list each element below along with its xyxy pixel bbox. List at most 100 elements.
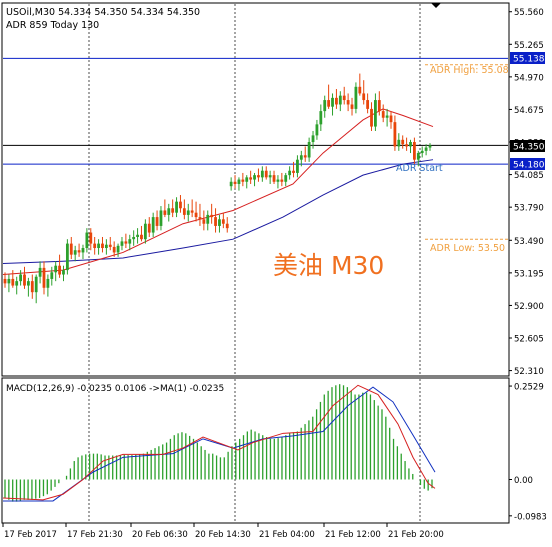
candle — [350, 97, 354, 116]
candle — [77, 243, 81, 257]
price-horizontal-levels — [3, 57, 508, 240]
macd-tick-label: -0.0983 — [514, 512, 547, 522]
candle-body — [143, 223, 147, 240]
candle — [323, 95, 327, 118]
candle-body — [175, 201, 178, 213]
candle-body — [389, 115, 393, 123]
candle-body — [342, 95, 346, 101]
candle — [85, 228, 89, 253]
macd-tick-label: 0.00 — [514, 476, 533, 486]
candle-body — [260, 170, 264, 178]
candle-body — [147, 223, 151, 233]
moving-averages — [2, 108, 434, 276]
candle-body — [280, 179, 284, 182]
candle-body — [424, 147, 428, 151]
candle-body — [116, 245, 120, 253]
time-axis[interactable]: 17 Feb 2017 17 Feb 21:30 20 Feb 06:30 20 Fe… — [2, 523, 444, 540]
candle-body — [206, 214, 210, 224]
ma-slow-line — [2, 159, 434, 264]
candle — [327, 84, 331, 109]
candle-body — [19, 274, 22, 282]
candle-body — [159, 210, 163, 226]
candle — [409, 139, 412, 154]
candle-body — [362, 93, 366, 101]
ma-fast-line — [2, 108, 434, 276]
macd-ma-line — [3, 386, 436, 502]
candle — [171, 199, 175, 218]
current-price-badge-text: 54.350 — [513, 143, 545, 153]
candle-body — [85, 232, 89, 249]
candle-body — [257, 175, 260, 178]
candle-body — [34, 276, 38, 293]
candle-body — [420, 150, 424, 154]
candle-body — [249, 177, 253, 180]
candle — [245, 175, 249, 189]
candle — [358, 73, 362, 96]
candle — [159, 206, 163, 231]
candle-body — [327, 100, 331, 107]
candle — [296, 155, 299, 178]
candle — [19, 270, 22, 286]
candle — [276, 175, 280, 189]
candle-body — [54, 265, 58, 273]
candle — [389, 111, 393, 129]
candle — [108, 236, 112, 251]
candle-body — [288, 170, 292, 176]
candle — [163, 199, 167, 218]
macd-axis[interactable]: 0.2529 0.00 -0.0983 — [509, 383, 547, 523]
candle-body — [198, 217, 202, 220]
candle-body — [42, 267, 46, 288]
candle-body — [284, 175, 288, 182]
candle-body — [319, 111, 323, 125]
candle — [225, 217, 229, 233]
candle — [299, 150, 303, 167]
candle-body — [210, 214, 214, 218]
candle-body — [323, 100, 327, 112]
candle — [210, 203, 214, 224]
symbol-info: USOil,M30 54.334 54.350 54.334 54.350 — [6, 7, 200, 18]
candle-body — [268, 175, 272, 178]
candle-body — [93, 243, 97, 249]
candle — [73, 245, 77, 262]
candle — [120, 236, 124, 251]
candle — [268, 170, 272, 184]
candle-body — [89, 232, 93, 244]
candle-body — [385, 115, 389, 118]
candle — [132, 230, 136, 246]
candle-body — [221, 219, 225, 224]
candle-body — [350, 104, 354, 109]
price-pane[interactable]: USOil,M30 54.334 54.350 54.334 54.350 AD… — [1, 2, 510, 377]
candle — [54, 261, 58, 282]
candle — [206, 210, 210, 231]
candle-body — [101, 243, 104, 249]
shift-marker-icon[interactable] — [431, 3, 441, 8]
price-tick-label: 52.310 — [514, 367, 544, 377]
price-tick-label: 53.790 — [514, 204, 544, 214]
candle-body — [179, 201, 182, 209]
price-tick-label: 54.970 — [514, 73, 544, 83]
candle — [112, 241, 116, 257]
candle-body — [272, 175, 276, 182]
price-tick-label: 53.195 — [514, 269, 544, 279]
candle — [280, 172, 284, 187]
candle — [194, 201, 198, 222]
adr-high-label: ADR High: 55.08 — [430, 65, 509, 76]
candle-body — [370, 108, 373, 127]
candle — [253, 172, 256, 187]
candle — [15, 276, 19, 295]
candle-body — [97, 243, 100, 249]
candle — [346, 93, 350, 112]
price-badges: 55.138 54.350 54.180 — [510, 52, 545, 171]
candle-body — [307, 142, 311, 158]
candle-body — [171, 208, 175, 213]
candle-body — [409, 142, 412, 147]
candle — [374, 93, 377, 131]
time-tick-label: 20 Feb 14:30 — [195, 530, 251, 540]
candle — [233, 175, 237, 189]
macd-pane[interactable]: MACD(12,26,9) -0.0235 0.0106 ->MA(1) -0.… — [1, 377, 510, 524]
candle — [155, 210, 159, 231]
candle — [381, 104, 385, 123]
candle — [319, 104, 323, 131]
price-pane-frame — [1, 2, 510, 377]
